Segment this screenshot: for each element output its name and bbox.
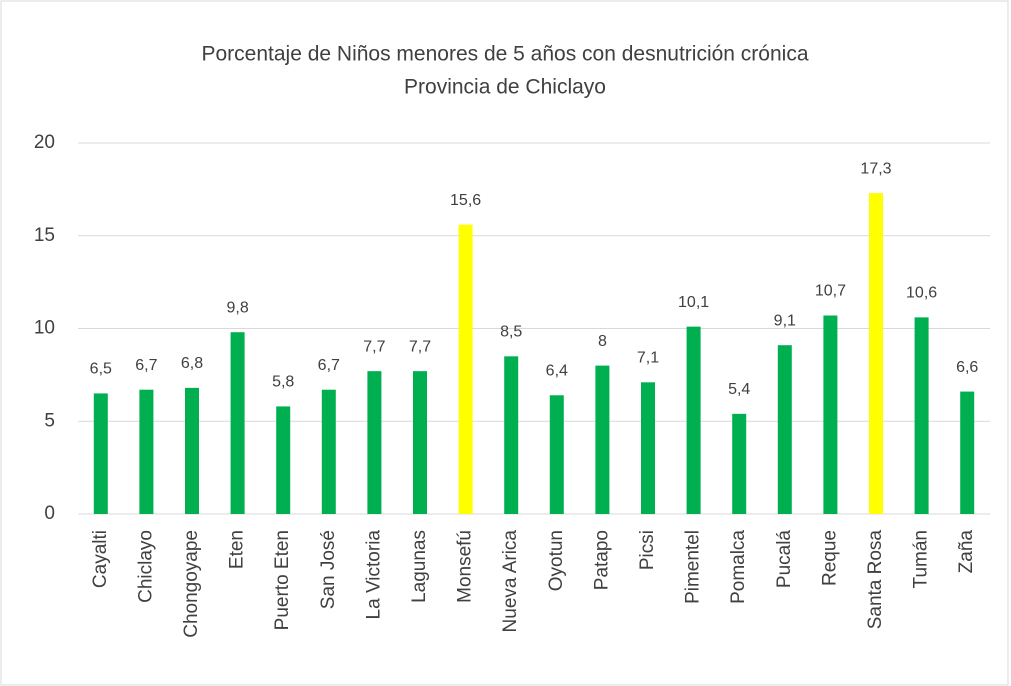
value-label: 6,5 (90, 361, 112, 378)
value-label: 9,1 (774, 312, 796, 329)
value-label: 5,4 (728, 381, 750, 398)
y-tick-label: 15 (34, 225, 55, 246)
x-tick-label: Eten (227, 530, 248, 569)
value-label: 10,6 (906, 285, 937, 302)
bar (276, 406, 291, 514)
bar (914, 317, 929, 514)
value-label: 7,7 (409, 338, 431, 355)
bar (367, 371, 382, 514)
y-tick-label: 5 (44, 410, 55, 431)
value-label: 10,7 (815, 283, 846, 300)
value-label: 6,6 (956, 359, 978, 376)
x-tick-label: Nueva Arica (500, 530, 521, 633)
value-label: 10,1 (678, 294, 709, 311)
value-label: 8,5 (500, 324, 522, 341)
x-tick-label: Oyotun (546, 530, 567, 591)
y-tick-label: 20 (34, 132, 55, 153)
value-label: 5,8 (272, 374, 294, 391)
x-tick-label: Patapo (591, 530, 612, 590)
x-tick-label: Zaña (956, 530, 977, 574)
bar (504, 356, 519, 514)
x-tick-label: Pucalá (774, 530, 795, 589)
x-tick-label: Cayalti (90, 530, 111, 588)
x-tick-label: Tumán (911, 530, 932, 588)
value-label: 6,4 (546, 362, 568, 379)
x-tick-label: Pimentel (683, 530, 704, 604)
bar (595, 365, 610, 514)
x-tick-label: Santa Rosa (865, 530, 886, 630)
x-tick-label: Reque (819, 530, 840, 586)
x-tick-label: Chiclayo (135, 530, 156, 603)
value-label: 8 (598, 333, 607, 350)
value-label: 6,7 (135, 357, 157, 374)
y-tick-label: 10 (34, 318, 55, 339)
bar (641, 382, 655, 514)
bar (960, 391, 975, 514)
y-tick-label: 0 (44, 503, 55, 524)
x-tick-label: Lagunas (409, 530, 430, 603)
bar (139, 389, 154, 514)
value-label: 17,3 (860, 160, 891, 177)
value-label: 7,7 (363, 338, 385, 355)
x-tick-label: Picsi (637, 530, 658, 570)
bar (869, 193, 883, 514)
value-label: 6,7 (318, 357, 340, 374)
bar (413, 371, 427, 514)
bar (549, 395, 564, 514)
bar (230, 332, 245, 514)
value-label: 9,8 (226, 299, 248, 316)
x-tick-label: Puerto Eten (272, 530, 293, 630)
bar (321, 389, 336, 514)
value-label: 15,6 (450, 192, 481, 209)
chart-title: Porcentaje de Niños menores de 5 años co… (201, 43, 808, 66)
chart-title: Provincia de Chiclayo (404, 76, 606, 99)
bar (823, 315, 838, 514)
bar (185, 387, 199, 514)
value-label: 7,1 (637, 350, 659, 367)
value-label: 6,8 (181, 355, 203, 372)
bar (458, 224, 473, 514)
bar (686, 326, 701, 514)
bar (93, 393, 108, 514)
x-tick-label: Pomalca (728, 530, 749, 604)
x-tick-label: La Victoria (363, 530, 384, 620)
x-tick-label: Monsefú (455, 530, 476, 603)
x-tick-label: Chongoyape (181, 530, 202, 638)
x-tick-label: San José (318, 530, 339, 609)
bar (732, 413, 747, 514)
bar (777, 345, 792, 514)
